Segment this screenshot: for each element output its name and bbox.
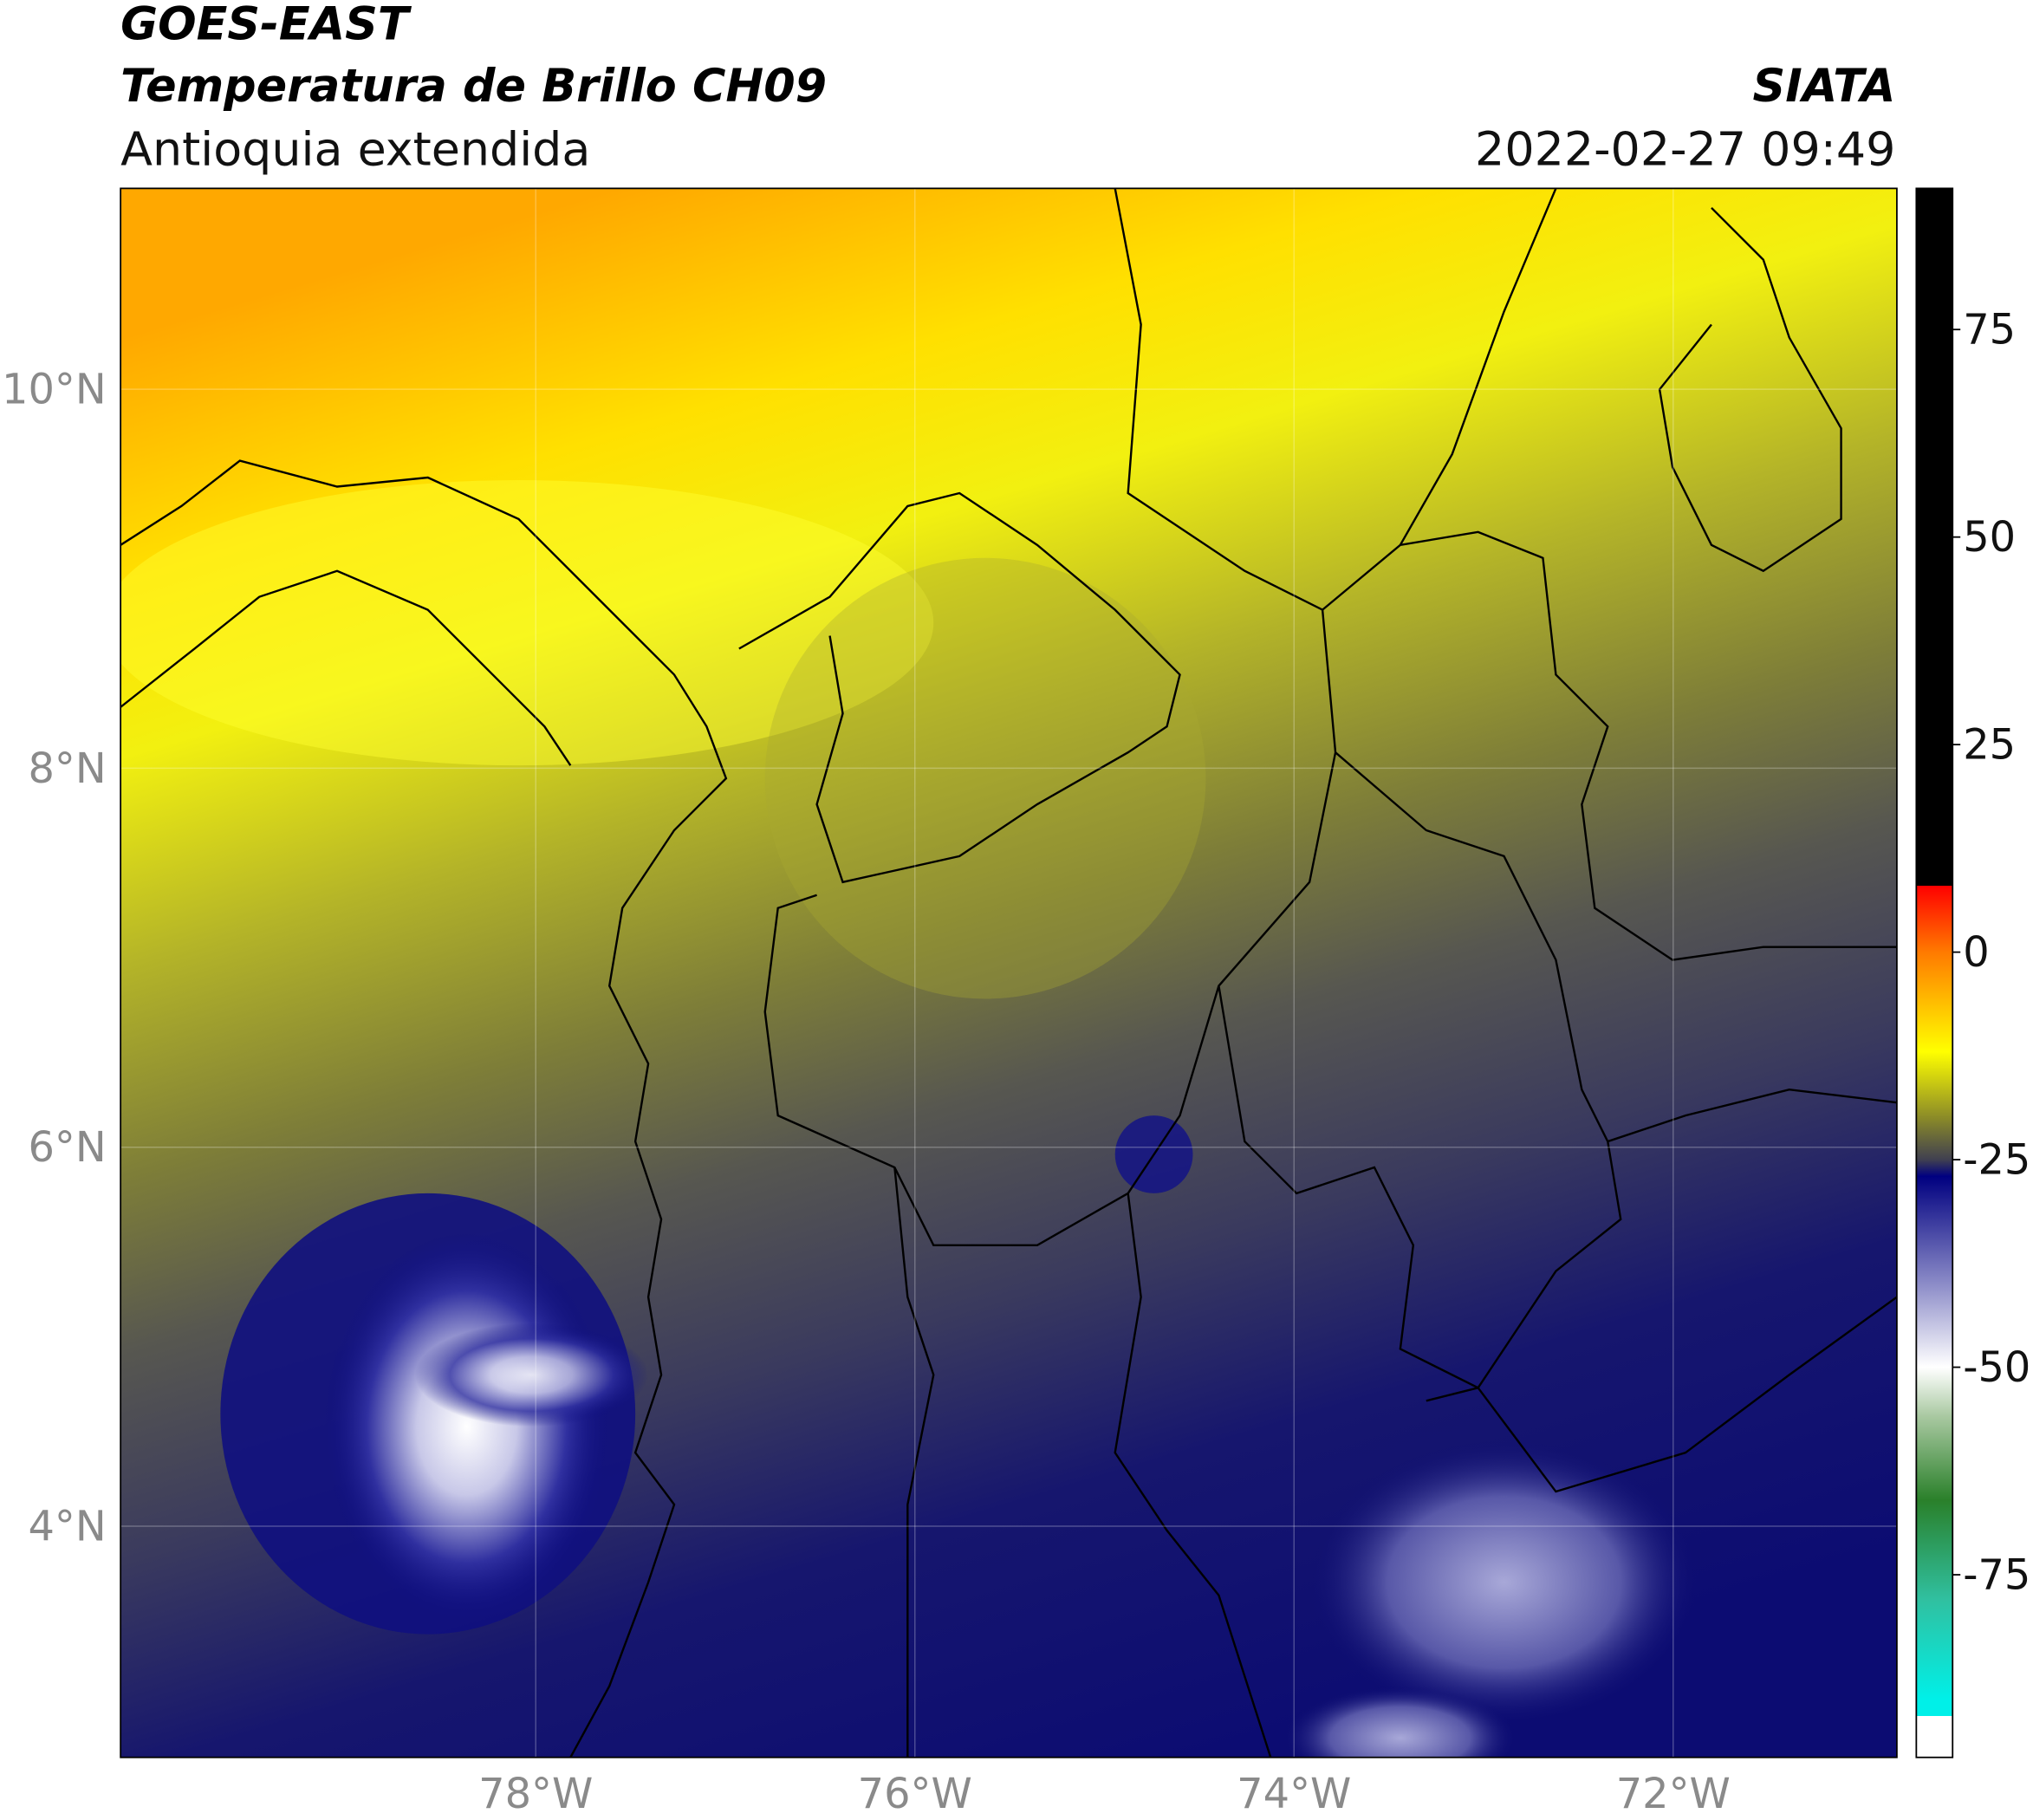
colorbar-tick-label: 0 [1963,929,1989,977]
map [120,188,1897,1758]
lon-tick-label: 74°W [1237,1771,1351,1818]
cloud [414,1323,649,1427]
warm-region [120,480,934,766]
lon-tick-label: 78°W [478,1771,593,1818]
subtitle: Temperatura de Brillo CH09 [120,60,827,113]
borders [120,188,1897,1758]
colorbar [1915,187,1954,1758]
colorbar-tick-label: 50 [1963,514,2016,562]
graticule [120,188,1897,1758]
colorbar-tick-label: 75 [1963,307,2016,354]
ticks: 78°W 76°W 74°W 72°W 10°N 8°N 6°N 4°N 75 50 25 0 -25 -… [2,307,2030,1818]
colorbar-tick-label: -75 [1963,1551,2030,1599]
map-frame [120,187,1898,1758]
lat-tick-label: 8°N [28,745,106,793]
title: GOES-EAST [120,0,412,50]
lat-tick-label: 4°N [28,1503,106,1550]
source: SIATA [1753,60,1896,113]
lon-tick-label: 72°W [1616,1771,1731,1818]
colorbar-tick-label: -50 [1963,1344,2030,1392]
warm-region [764,557,1206,999]
lon-tick-label: 76°W [858,1771,972,1818]
lat-tick-label: 10°N [2,367,107,414]
colorbar-tick-label: -25 [1963,1137,2030,1185]
region: Antioquia extendida [120,121,590,176]
datetime: 2022-02-27 09:49 [1475,121,1895,176]
cloud [1283,1686,1517,1758]
colorbar-tick-label: 25 [1963,722,2016,770]
cloud [324,1232,610,1622]
lat-tick-label: 6°N [28,1124,106,1172]
cloud [1309,1440,1698,1726]
